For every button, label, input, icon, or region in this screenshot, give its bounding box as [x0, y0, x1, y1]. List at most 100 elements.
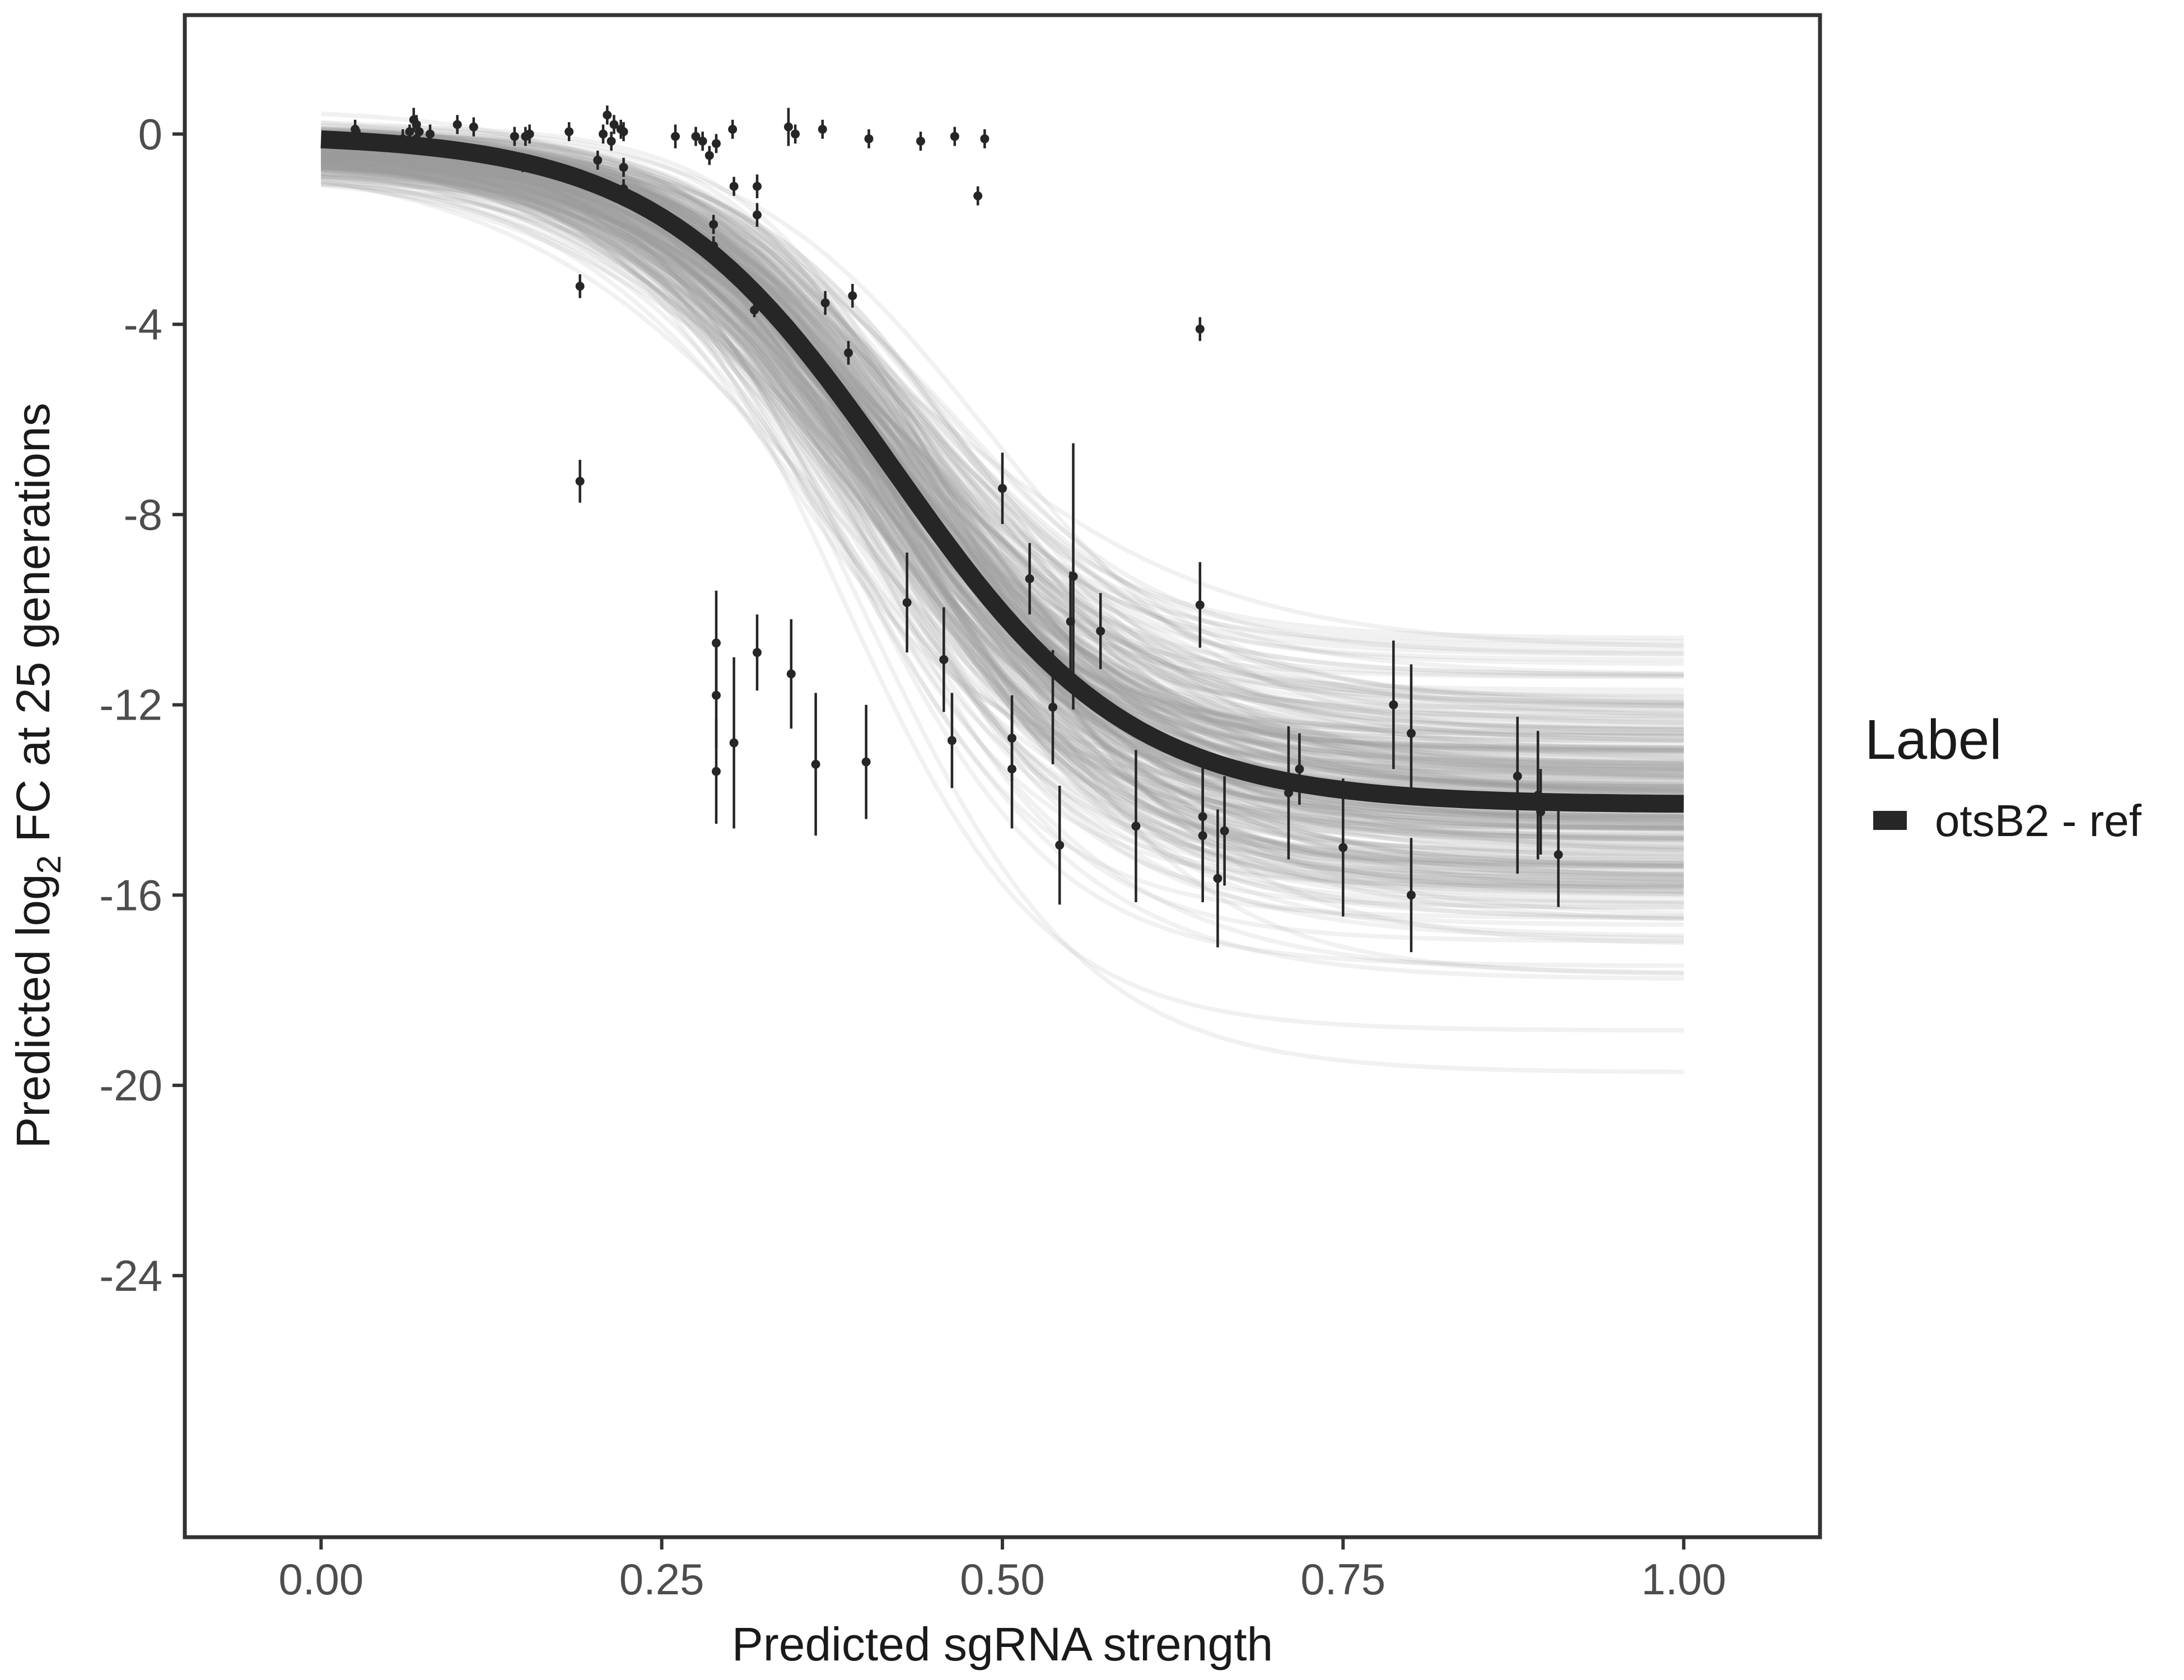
posterior-draw-line: [321, 135, 1684, 787]
posterior-draw-line: [321, 158, 1684, 777]
posterior-draw-line: [320, 156, 1684, 897]
posterior-draw-line: [320, 164, 1684, 793]
data-point: [980, 134, 990, 143]
posterior-draw-line: [321, 153, 1684, 831]
posterior-draw-line: [321, 154, 1684, 876]
x-tick-label: 0.50: [960, 1555, 1045, 1604]
posterior-draw-line: [321, 134, 1684, 752]
posterior-draw-line: [320, 157, 1684, 796]
data-point: [753, 210, 762, 220]
posterior-draw-line: [320, 161, 1684, 865]
data-point: [1007, 764, 1017, 774]
data-point: [575, 477, 585, 486]
data-point: [939, 655, 949, 664]
posterior-draw-line: [320, 167, 1684, 708]
data-point: [405, 127, 414, 137]
y-tick-label: -8: [124, 490, 162, 539]
data-point: [844, 348, 853, 358]
posterior-draw-line: [321, 158, 1684, 678]
data-point: [351, 124, 360, 134]
posterior-draw-line: [321, 152, 1684, 890]
data-point: [729, 738, 739, 748]
posterior-draw-line: [320, 157, 1684, 732]
posterior-draw-line: [321, 163, 1684, 904]
posterior-draw-line: [320, 176, 1684, 865]
data-point: [599, 129, 608, 139]
data-point: [998, 484, 1007, 493]
posterior-draw-line: [321, 111, 1684, 754]
data-point: [510, 132, 519, 141]
posterior-draw-line: [321, 157, 1684, 1075]
data-point: [609, 120, 619, 129]
data-point: [1553, 850, 1563, 860]
data-point: [709, 220, 718, 229]
posterior-draw-line: [321, 162, 1684, 944]
data-point: [564, 127, 574, 137]
data-point: [525, 129, 534, 139]
data-point: [698, 137, 707, 146]
posterior-draw-line: [321, 153, 1684, 795]
posterior-draw-line: [320, 136, 1684, 858]
legend-title: Label: [1865, 708, 2002, 771]
posterior-draw-line: [321, 152, 1684, 771]
data-point: [712, 638, 721, 648]
data-point: [1195, 600, 1205, 610]
data-point: [729, 181, 739, 191]
data-point: [1220, 826, 1229, 836]
posterior-draw-line: [321, 141, 1684, 877]
posterior-draw-line: [320, 183, 1684, 975]
posterior-draw-line: [320, 160, 1684, 819]
posterior-draw-line: [321, 172, 1684, 830]
posterior-draw-line: [320, 141, 1684, 778]
y-axis-title-suffix: FC at 25 generations: [7, 403, 59, 855]
posterior-draw-line: [321, 132, 1684, 830]
data-point: [864, 134, 874, 143]
posterior-draw-line: [321, 147, 1684, 889]
data-point: [1068, 572, 1078, 581]
x-tick-label: 0.75: [1300, 1555, 1385, 1604]
data-point: [1131, 822, 1141, 831]
posterior-draw-line: [321, 174, 1684, 726]
data-point: [593, 156, 603, 165]
posterior-draw-line: [320, 150, 1684, 833]
posterior-draw-line: [321, 165, 1684, 817]
posterior-draw-line: [321, 152, 1684, 725]
posterior-draw-line: [321, 160, 1684, 879]
y-tick-label: -4: [124, 300, 162, 349]
data-point: [1389, 700, 1398, 710]
data-point: [916, 137, 925, 146]
posterior-draw-line: [321, 152, 1684, 748]
data-point: [1066, 617, 1075, 626]
posterior-draw-line: [321, 160, 1684, 888]
data-point: [575, 282, 585, 291]
posterior-draw-line: [321, 165, 1684, 769]
data-point: [712, 690, 721, 700]
posterior-draw-line: [320, 150, 1684, 921]
posterior-draws: [320, 111, 1684, 1075]
posterior-draw-line: [320, 155, 1684, 819]
posterior-draw-line: [321, 142, 1684, 894]
data-point: [619, 162, 628, 172]
posterior-draw-line: [321, 152, 1684, 767]
posterior-draw-line: [321, 150, 1684, 793]
x-axis: 0.00 0.25 0.50 0.75 1.00: [278, 1537, 1726, 1604]
data-point: [1407, 890, 1416, 900]
posterior-draw-line: [321, 132, 1684, 911]
posterior-draw-line: [321, 146, 1684, 823]
data-point: [848, 291, 857, 301]
posterior-draw-line: [320, 151, 1684, 775]
posterior-draw-line: [321, 148, 1684, 968]
posterior-draw-line: [321, 154, 1684, 791]
posterior-draw-line: [320, 154, 1684, 766]
posterior-draw-line: [321, 167, 1684, 841]
posterior-draw-line: [321, 182, 1684, 867]
x-tick-label: 0.00: [278, 1555, 363, 1604]
posterior-draw-line: [321, 133, 1684, 822]
posterior-draw-line: [321, 160, 1684, 881]
posterior-draw-line: [321, 162, 1684, 788]
posterior-draw-line: [321, 160, 1684, 818]
data-point: [452, 120, 462, 129]
posterior-draw-line: [320, 178, 1684, 875]
posterior-draw-line: [321, 129, 1684, 719]
posterior-draw-line: [321, 151, 1684, 870]
